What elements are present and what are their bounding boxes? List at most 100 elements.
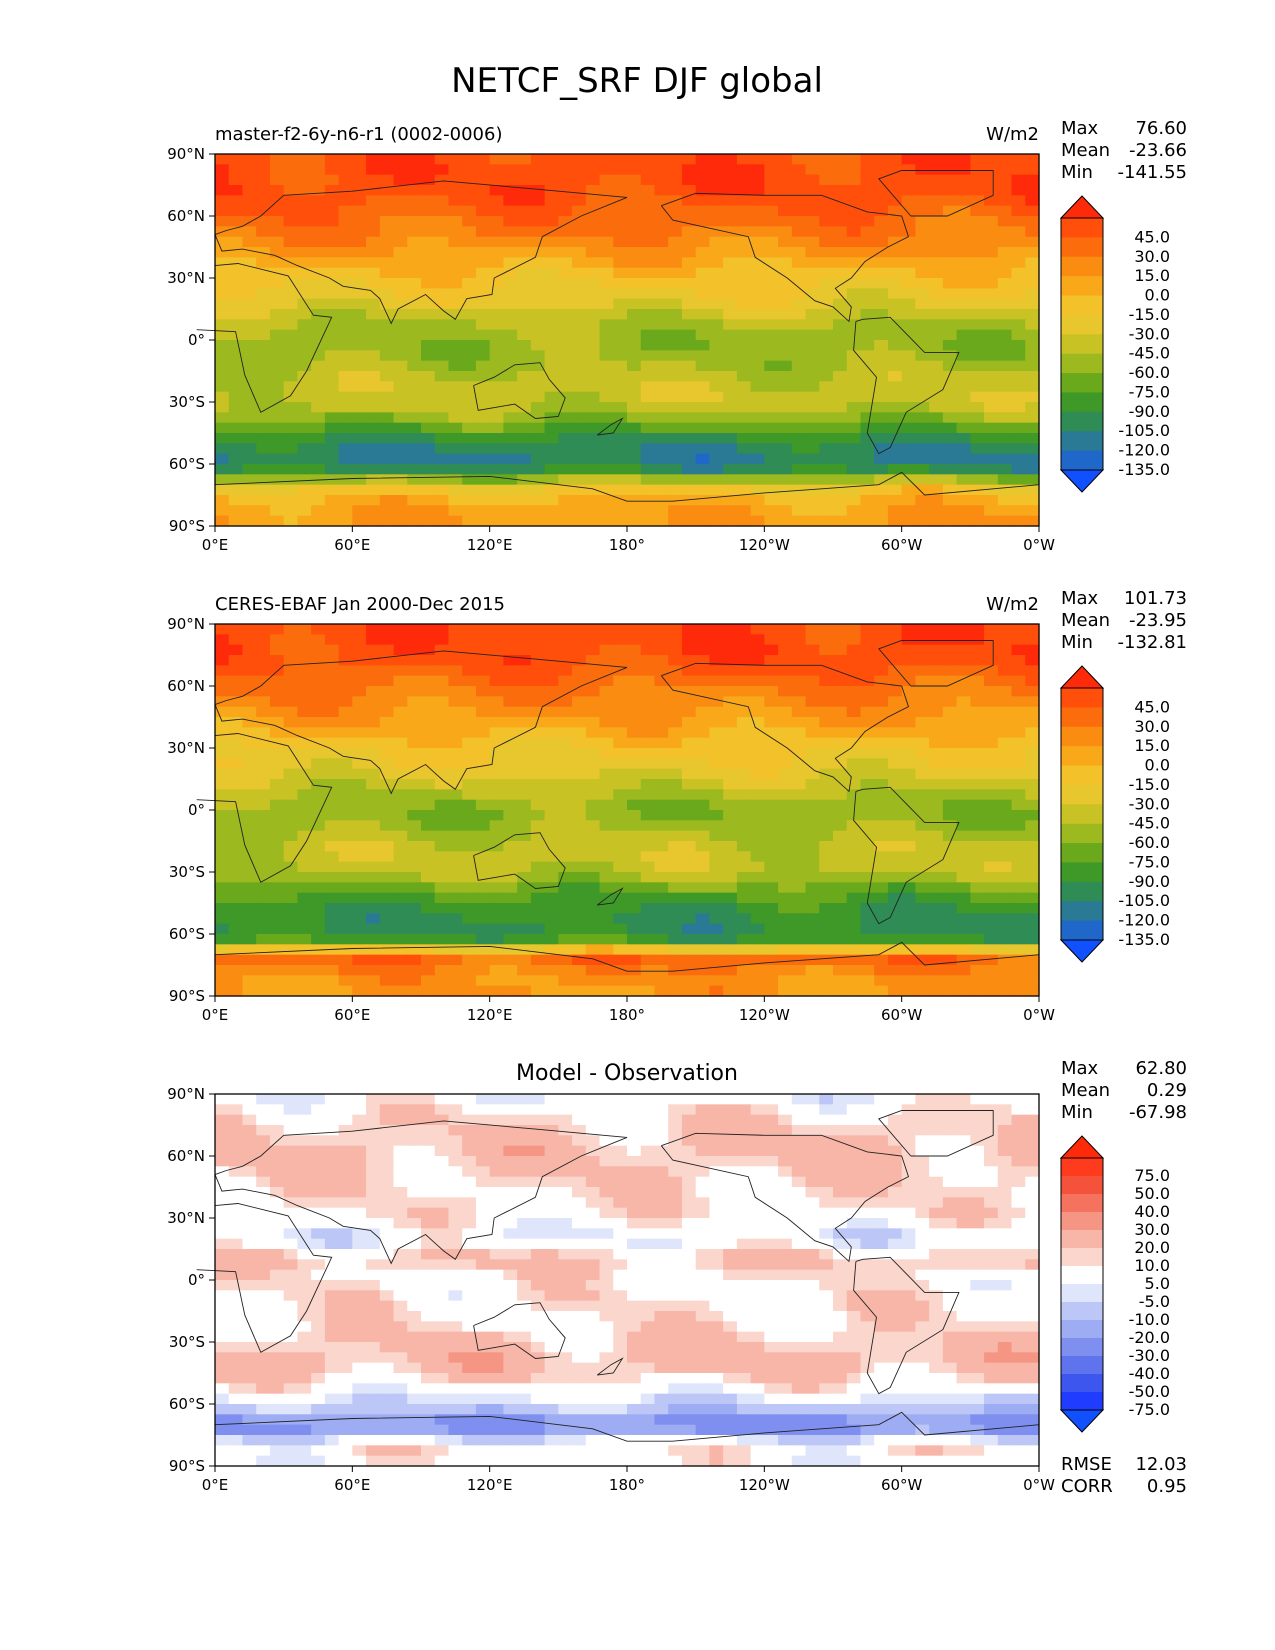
map-cell <box>833 923 848 935</box>
map-cell <box>393 748 408 759</box>
map-cell <box>352 892 367 904</box>
map-cell <box>462 1176 477 1188</box>
map-cell <box>887 1094 903 1105</box>
map-cell <box>1011 665 1026 677</box>
map-cell <box>1025 1125 1040 1136</box>
map-cell <box>997 422 1013 434</box>
map-cell <box>627 1176 642 1188</box>
map-cell <box>338 706 353 718</box>
map-cell <box>860 954 875 966</box>
map-cell <box>393 464 408 475</box>
map-cell <box>860 298 875 310</box>
map-cell <box>709 340 724 351</box>
map-cell <box>599 799 614 811</box>
map-cell <box>929 319 944 331</box>
map-cell <box>750 505 765 517</box>
map-cell <box>695 706 710 718</box>
map-cell <box>448 1114 463 1126</box>
map-cell <box>805 1104 820 1116</box>
map-cell <box>640 515 656 527</box>
map-cell <box>819 820 834 832</box>
map-cell <box>256 267 271 279</box>
map-cell <box>915 737 930 749</box>
map-cell <box>681 412 697 424</box>
map-cell <box>448 779 463 790</box>
map-cell <box>572 882 587 894</box>
map-cell <box>723 768 738 780</box>
map-cell <box>887 872 903 883</box>
map-cell <box>778 965 793 976</box>
map-cell <box>970 665 985 677</box>
map-cell <box>846 505 862 517</box>
map-cell <box>764 954 779 966</box>
map-cell <box>627 381 642 393</box>
map-cell <box>915 288 930 300</box>
map-cell <box>448 861 463 873</box>
map-cell <box>833 727 848 739</box>
map-cell <box>311 164 326 176</box>
map-cell <box>489 737 504 749</box>
panel-title: master-f2-6y-n6-r1 (0002-0006) <box>215 124 502 145</box>
map-cell <box>338 779 353 790</box>
coastline <box>660 192 910 323</box>
map-cell <box>887 174 903 186</box>
map-cell <box>572 319 587 331</box>
map-cell <box>970 810 985 821</box>
map-cell <box>407 624 422 635</box>
map-cell <box>846 830 862 842</box>
map-cell <box>846 484 862 496</box>
map-cell <box>407 872 422 883</box>
map-cell <box>599 319 614 331</box>
map-cell <box>475 1176 491 1188</box>
map-cell <box>929 954 944 966</box>
map-cell <box>242 484 257 496</box>
map-cell <box>503 422 518 434</box>
map-cell <box>352 319 367 331</box>
map-cell <box>366 1125 381 1136</box>
map-cell <box>421 634 436 646</box>
map-cell <box>585 216 601 227</box>
map-cell <box>695 1176 710 1188</box>
map-cell <box>503 975 518 987</box>
map-cell <box>654 1094 669 1105</box>
map-cell <box>366 892 381 904</box>
map-cell <box>393 267 408 279</box>
map-cell <box>901 830 916 842</box>
map-cell <box>324 934 340 945</box>
map-cell <box>805 464 820 475</box>
colorbar-swatch <box>1061 804 1103 825</box>
map-cell <box>668 727 683 739</box>
map-cell <box>819 174 834 186</box>
map-cell <box>393 665 408 677</box>
map-cell <box>379 391 395 403</box>
map-cell <box>393 820 408 832</box>
map-cell <box>819 727 834 739</box>
map-cell <box>366 1176 381 1188</box>
colorbar-label: 30.0 <box>1134 717 1170 736</box>
map-cell <box>393 944 408 956</box>
map-cell <box>668 329 683 341</box>
map-cell <box>1025 737 1040 749</box>
map-cell <box>228 706 244 718</box>
map-cell <box>215 247 230 258</box>
map-cell <box>585 1114 601 1126</box>
map-cell <box>585 851 601 863</box>
map-cell <box>572 655 587 666</box>
map-cell <box>709 872 724 883</box>
map-cell <box>448 985 463 997</box>
map-cell <box>846 944 862 956</box>
map-cell <box>297 298 312 310</box>
map-cell <box>887 882 903 894</box>
map-cell <box>681 758 697 770</box>
map-cell <box>695 350 710 362</box>
map-cell <box>215 789 230 801</box>
map-cell <box>434 789 450 801</box>
map-cell <box>572 954 587 966</box>
map-cell <box>311 820 326 832</box>
map-cell <box>297 515 312 527</box>
map-cell <box>942 329 958 341</box>
map-cell <box>1025 923 1040 935</box>
map-cell <box>915 841 930 852</box>
map-cell <box>942 799 958 811</box>
map-cell <box>269 1114 285 1126</box>
